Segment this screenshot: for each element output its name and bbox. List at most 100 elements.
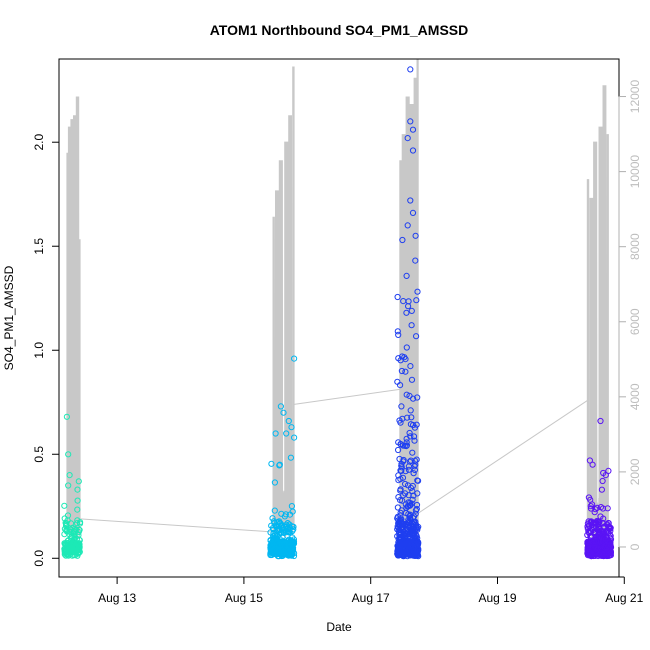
data-point — [71, 543, 78, 550]
data-point — [63, 527, 70, 534]
data-point — [75, 478, 82, 485]
data-point — [412, 525, 419, 533]
data-point — [278, 510, 285, 517]
data-point — [394, 533, 401, 540]
data-point — [408, 307, 415, 314]
data-point — [409, 126, 417, 133]
data-point — [403, 391, 410, 398]
data-point — [66, 528, 73, 535]
data-point — [590, 530, 598, 537]
y-tick-label: 2.0 — [32, 134, 46, 151]
data-point — [405, 463, 412, 470]
data-point — [606, 538, 614, 546]
data-point — [587, 505, 595, 512]
data-point — [585, 528, 592, 535]
secondary-connector-line — [417, 400, 588, 514]
data-point — [410, 470, 417, 477]
data-point — [409, 449, 416, 456]
data-point — [407, 66, 414, 73]
data-point — [399, 415, 406, 422]
data-point — [403, 344, 410, 351]
data-point — [406, 530, 413, 537]
data-point — [601, 550, 608, 557]
data-point — [598, 532, 605, 539]
data-point — [395, 446, 402, 454]
data-point — [286, 521, 293, 528]
data-point — [74, 486, 81, 493]
data-point — [415, 477, 422, 484]
data-point — [414, 288, 421, 295]
data-point — [75, 549, 82, 557]
data-point — [61, 502, 68, 509]
data-point — [63, 522, 70, 530]
data-point — [601, 539, 608, 547]
data-point — [409, 209, 417, 216]
x-tick-label: Aug 15 — [225, 591, 263, 605]
data-point — [404, 222, 411, 229]
data-point — [398, 467, 405, 474]
data-point — [410, 395, 417, 402]
data-point — [599, 520, 607, 527]
data-point — [398, 403, 405, 410]
data-point — [291, 434, 298, 441]
data-point — [407, 118, 414, 125]
data-points — [61, 66, 615, 560]
x-axis-label: Date — [326, 620, 352, 634]
data-point — [404, 135, 411, 142]
y-tick-label: 1.0 — [32, 342, 46, 359]
data-point — [284, 520, 291, 527]
data-point — [599, 477, 606, 485]
data-point — [402, 520, 409, 528]
data-point — [62, 547, 69, 554]
data-point — [69, 524, 76, 532]
data-point — [66, 472, 73, 479]
data-point — [277, 529, 284, 537]
data-point — [394, 515, 401, 522]
data-point — [411, 538, 418, 546]
data-point — [70, 547, 77, 554]
x-tick-label: Aug 13 — [98, 591, 136, 605]
data-point — [398, 516, 405, 523]
data-point — [271, 479, 278, 486]
data-point — [607, 532, 614, 540]
data-point — [589, 461, 596, 468]
data-point — [405, 466, 412, 473]
data-point — [603, 551, 611, 558]
data-point — [291, 355, 298, 362]
data-point — [604, 549, 611, 556]
data-point — [402, 480, 409, 488]
data-point — [74, 506, 81, 513]
data-point — [65, 552, 72, 559]
data-point — [586, 522, 593, 529]
data-point — [403, 272, 410, 279]
data-point — [596, 525, 603, 532]
data-point — [591, 542, 598, 550]
secondary-connector-line — [80, 518, 273, 533]
data-point — [586, 548, 593, 556]
data-point — [71, 532, 78, 539]
data-point — [282, 545, 289, 552]
data-point — [403, 309, 410, 316]
data-point — [395, 331, 402, 338]
data-point — [277, 403, 284, 410]
y-axis-label: SO4_PM1_AMSSD — [2, 265, 16, 370]
data-point — [413, 333, 420, 340]
data-point — [399, 236, 406, 244]
data-point — [61, 525, 69, 533]
data-point — [599, 538, 607, 546]
data-point — [290, 536, 297, 543]
secondary-lines — [66, 58, 609, 540]
data-point — [276, 461, 283, 468]
data-point — [76, 526, 83, 533]
data-point — [398, 464, 405, 471]
data-point — [278, 552, 285, 559]
y2-tick-label: 2000 — [628, 458, 642, 485]
y-tick-label: 0.5 — [32, 446, 46, 463]
y2-tick-label: 0 — [628, 543, 642, 550]
data-point — [273, 544, 280, 551]
data-point — [588, 537, 596, 545]
data-point — [598, 486, 606, 493]
data-point — [288, 503, 295, 510]
data-point — [397, 357, 404, 364]
data-point — [596, 549, 603, 556]
